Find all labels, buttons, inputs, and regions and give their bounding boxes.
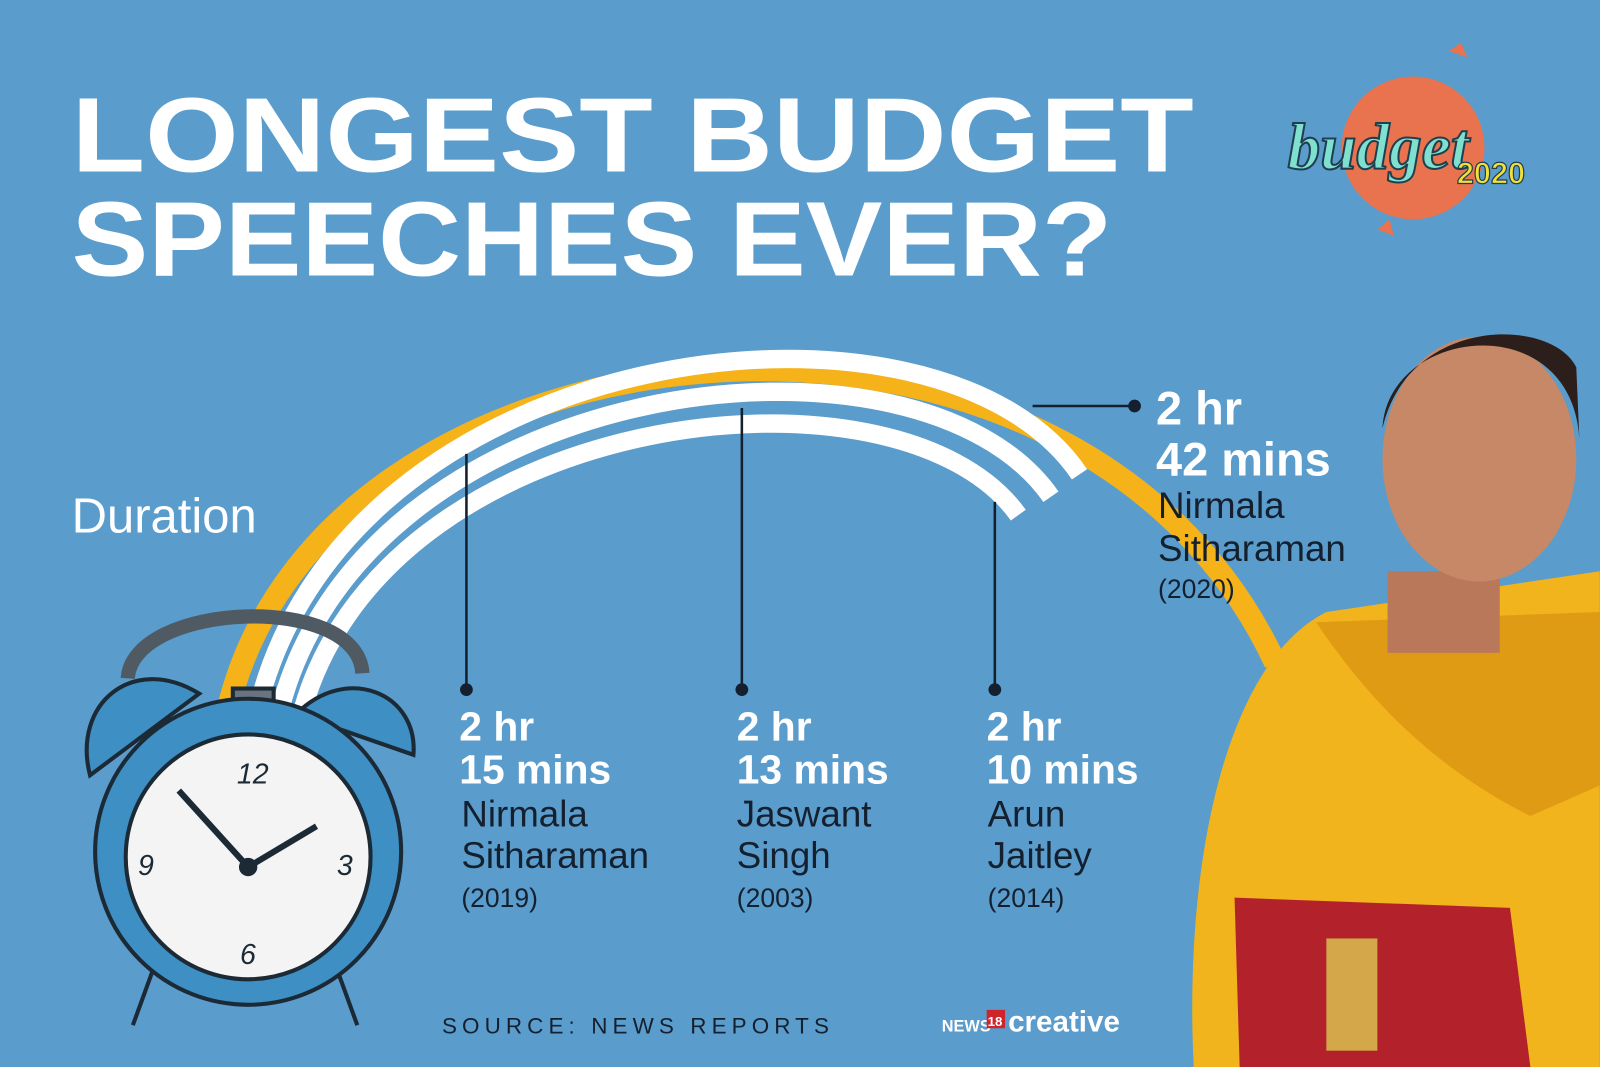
speech: 2 hr 13 mins Jaswant Singh (2003) xyxy=(737,704,889,913)
name: Jaitley xyxy=(988,835,1093,876)
year: (2020) xyxy=(1158,574,1235,604)
arcs xyxy=(213,349,1286,727)
hours: 2 hr xyxy=(987,704,1062,750)
name: Singh xyxy=(737,835,831,876)
title-line: SPEECHES EVER? xyxy=(72,180,1112,298)
minutes: 10 mins xyxy=(987,746,1139,792)
title-line: LONGEST BUDGET xyxy=(72,76,1194,194)
axis-label: Duration xyxy=(72,489,257,543)
brand: NEWS 18 creative xyxy=(942,1005,1120,1038)
brand-creative: creative xyxy=(1008,1005,1120,1038)
portrait xyxy=(1192,334,1600,1067)
speech: 2 hr 15 mins Nirmala Sitharaman (2019) xyxy=(459,704,649,913)
clock-number: 3 xyxy=(337,850,353,882)
logo-year: 2020 xyxy=(1457,157,1525,191)
name: Jaswant xyxy=(737,793,872,834)
year: (2003) xyxy=(737,883,814,913)
clock: 12 3 6 9 xyxy=(84,609,416,1026)
clock-number: 12 xyxy=(237,758,269,790)
name: Nirmala xyxy=(461,793,588,834)
hours: 2 hr xyxy=(737,704,812,750)
name: Nirmala xyxy=(1158,485,1285,526)
logo-word: budget xyxy=(1288,111,1471,183)
speech: 2 hr 42 mins Nirmala Sitharaman (2020) xyxy=(1156,382,1346,603)
name: Arun xyxy=(988,793,1066,834)
name: Sitharaman xyxy=(461,835,649,876)
minutes: 42 mins xyxy=(1156,433,1331,485)
hours: 2 hr xyxy=(459,704,534,750)
year: (2014) xyxy=(988,883,1065,913)
source: SOURCE: NEWS REPORTS xyxy=(442,1013,834,1038)
clock-number: 6 xyxy=(240,939,256,971)
speech: 2 hr 10 mins Arun Jaitley (2014) xyxy=(987,704,1139,913)
leaders xyxy=(460,399,1141,696)
name: Sitharaman xyxy=(1158,528,1346,569)
minutes: 15 mins xyxy=(459,746,611,792)
clock-number: 9 xyxy=(138,850,154,882)
brand-18: 18 xyxy=(988,1014,1003,1029)
year: (2019) xyxy=(461,883,538,913)
minutes: 13 mins xyxy=(737,746,889,792)
hours: 2 hr xyxy=(1156,382,1242,434)
logo: budget 2020 xyxy=(1287,42,1526,236)
brand-news: NEWS xyxy=(942,1017,991,1035)
